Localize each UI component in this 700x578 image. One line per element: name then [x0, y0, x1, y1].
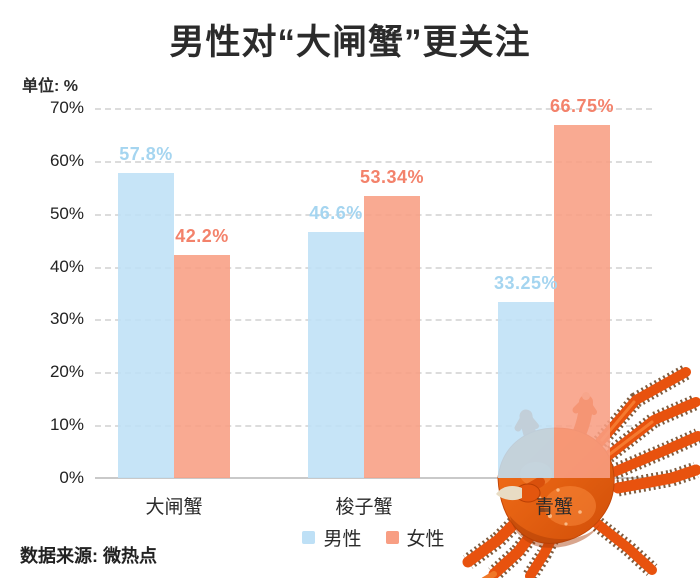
bar-male: [308, 231, 364, 478]
y-tick-label: 70%: [49, 98, 84, 117]
crab-pincer: [496, 477, 545, 503]
bar-female: [554, 125, 610, 478]
gridline: [95, 108, 652, 110]
y-tick-label: 60%: [49, 150, 84, 170]
y-tick-label: 10%: [49, 415, 84, 435]
y-tick-label: 0%: [59, 468, 84, 487]
legend: 男性 女性: [95, 524, 652, 551]
bar-male: [118, 172, 174, 478]
category-label: 青蟹: [534, 497, 573, 518]
value-label: 33.25%: [493, 273, 559, 294]
y-tick-label: 40%: [49, 256, 84, 276]
x-axis-line: [95, 477, 652, 479]
legend-item: 女性: [385, 524, 445, 551]
y-axis-labels: 70% 60% 50% 40% 30% 20% 10% 0%: [0, 0, 84, 578]
bar-male: [498, 302, 554, 478]
bar-female: [364, 196, 420, 478]
y-tick-label: 50%: [49, 203, 84, 223]
crab-legs-right: [593, 365, 700, 497]
chart-title: 男性对“大闸蟹”更关注: [169, 23, 531, 62]
value-label: 66.75%: [549, 96, 615, 117]
plot-area: 57.8% 42.2% 大闸蟹 46.6% 53.34% 梭子蟹 33.25% 66.75% 青…: [95, 96, 652, 518]
legend-item: 男性: [302, 524, 362, 551]
y-tick-label: 20%: [49, 362, 84, 382]
value-label: 42.2%: [175, 225, 229, 246]
unit-label: 单位: %: [22, 78, 79, 95]
source-text: 数据来源: 微热点: [20, 546, 157, 566]
legend-swatch: [302, 531, 316, 544]
gridline: [95, 160, 652, 163]
legend-label: 男性: [323, 529, 362, 550]
legend-swatch: [385, 531, 399, 544]
category-label: 梭子蟹: [335, 497, 393, 518]
value-label: 53.34%: [359, 167, 425, 188]
bar-female: [174, 254, 230, 478]
y-tick-label: 30%: [49, 309, 84, 329]
value-label: 46.6%: [309, 202, 363, 223]
category-label: 大闸蟹: [145, 497, 203, 518]
value-label: 57.8%: [119, 143, 173, 164]
legend-label: 女性: [406, 529, 445, 550]
